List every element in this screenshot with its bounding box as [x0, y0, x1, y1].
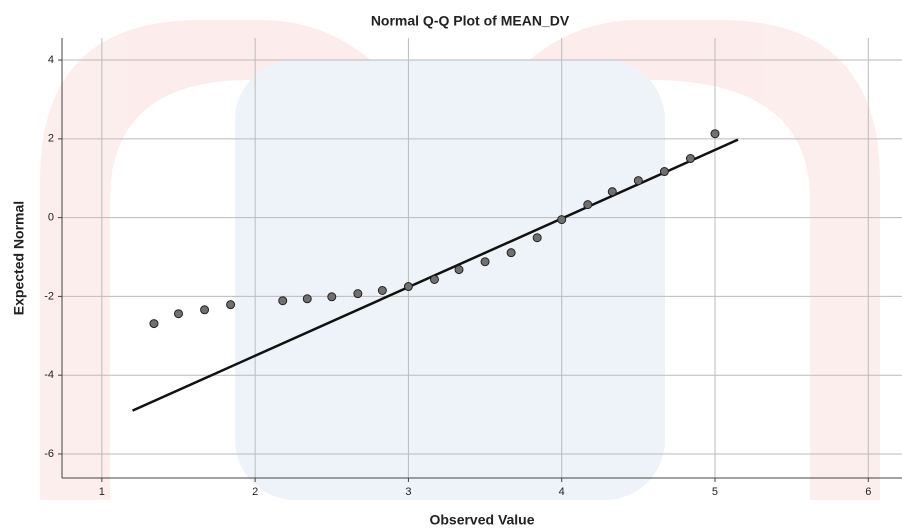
y-axis-label: Expected Normal [11, 201, 27, 315]
data-point [226, 300, 236, 310]
y-tick-label: 2 [48, 133, 54, 145]
chart-title: Normal Q-Q Plot of MEAN_DV [371, 13, 570, 29]
data-point [506, 248, 516, 258]
data-point [557, 215, 567, 225]
x-tick-label: 1 [99, 486, 105, 498]
watermark [40, 20, 880, 500]
data-point [480, 257, 490, 267]
x-tick-label: 2 [252, 486, 258, 498]
data-point [149, 319, 159, 329]
y-tick-label: 4 [48, 54, 54, 66]
data-point [429, 274, 439, 284]
data-point [200, 305, 210, 315]
data-point [353, 289, 363, 299]
x-tick-label: 5 [712, 486, 718, 498]
data-point [173, 309, 183, 319]
data-point [633, 176, 643, 186]
data-point [659, 167, 669, 177]
data-point [454, 265, 464, 275]
data-point [377, 285, 387, 295]
y-tick-label: -2 [44, 290, 54, 302]
y-tick-label: -4 [44, 369, 54, 381]
data-point [278, 296, 288, 306]
y-tick-label: 0 [48, 212, 54, 224]
data-point [532, 233, 542, 243]
data-point [403, 282, 413, 292]
x-tick-label: 6 [865, 486, 871, 498]
data-point [710, 129, 720, 139]
y-tick-label: -6 [44, 448, 54, 460]
data-point [685, 154, 695, 164]
data-point [302, 294, 312, 304]
x-tick-label: 4 [559, 486, 565, 498]
data-point [583, 200, 593, 210]
data-point [607, 187, 617, 197]
x-axis-label: Observed Value [429, 512, 534, 528]
x-tick-label: 3 [405, 486, 411, 498]
data-point [327, 292, 337, 302]
